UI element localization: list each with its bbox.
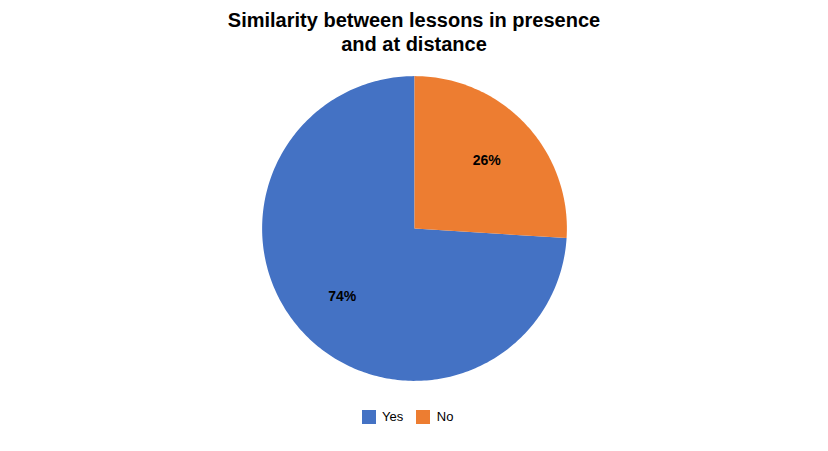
html-text:No: No: [436, 409, 454, 424]
svg-text:74%: 74%: [328, 288, 357, 304]
svg-text:26%: 26%: [473, 152, 502, 168]
html-text:Yes: Yes: [382, 409, 404, 424]
html-text:Similarity between lessons in: Similarity between lessons in presence a…: [227, 9, 601, 55]
